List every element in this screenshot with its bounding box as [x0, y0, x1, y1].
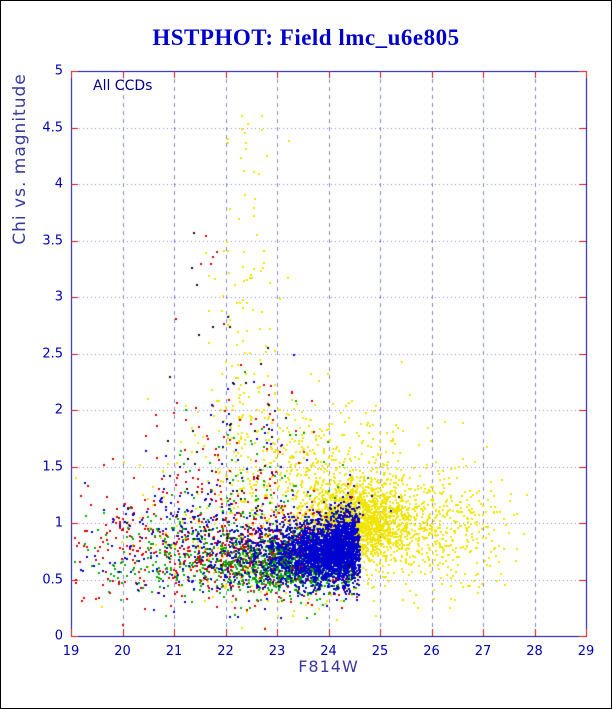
y-tick-label: 4	[54, 176, 63, 192]
x-tick-label: 19	[62, 644, 80, 659]
x-tick-label: 24	[320, 644, 337, 659]
y-tick-label: 1	[54, 515, 63, 531]
x-tick-label: 21	[165, 644, 183, 659]
x-tick-label: 28	[526, 644, 543, 659]
y-tick-label: 1.5	[42, 459, 63, 474]
page-title: HSTPHOT: Field lmc_u6e805	[152, 25, 460, 50]
x-tick-label: 20	[114, 644, 131, 659]
x-tick-label: 22	[217, 644, 234, 659]
x-tick-label: 26	[423, 644, 440, 659]
x-tick-label: 25	[371, 644, 389, 659]
x-axis-label: F814W	[298, 657, 359, 676]
x-tick-label: 29	[577, 644, 595, 659]
y-tick-label: 5	[54, 63, 63, 79]
x-tick-label: 27	[474, 644, 492, 659]
ccd-annotation: All CCDs	[93, 78, 153, 94]
x-tick-label: 23	[268, 644, 286, 659]
y-tick-label: 0.5	[42, 572, 63, 587]
y-tick-label: 2	[54, 402, 63, 418]
y-axis-label: Chi vs. magnitude	[10, 73, 30, 245]
y-tick-label: 3	[54, 289, 63, 305]
y-tick-label: 3.5	[42, 233, 63, 248]
y-tick-label: 2.5	[42, 346, 63, 361]
y-tick-label: 0	[54, 628, 63, 644]
y-tick-label: 4.5	[42, 120, 63, 135]
